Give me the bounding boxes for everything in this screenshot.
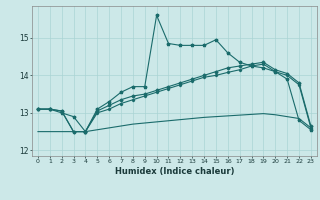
X-axis label: Humidex (Indice chaleur): Humidex (Indice chaleur) <box>115 167 234 176</box>
